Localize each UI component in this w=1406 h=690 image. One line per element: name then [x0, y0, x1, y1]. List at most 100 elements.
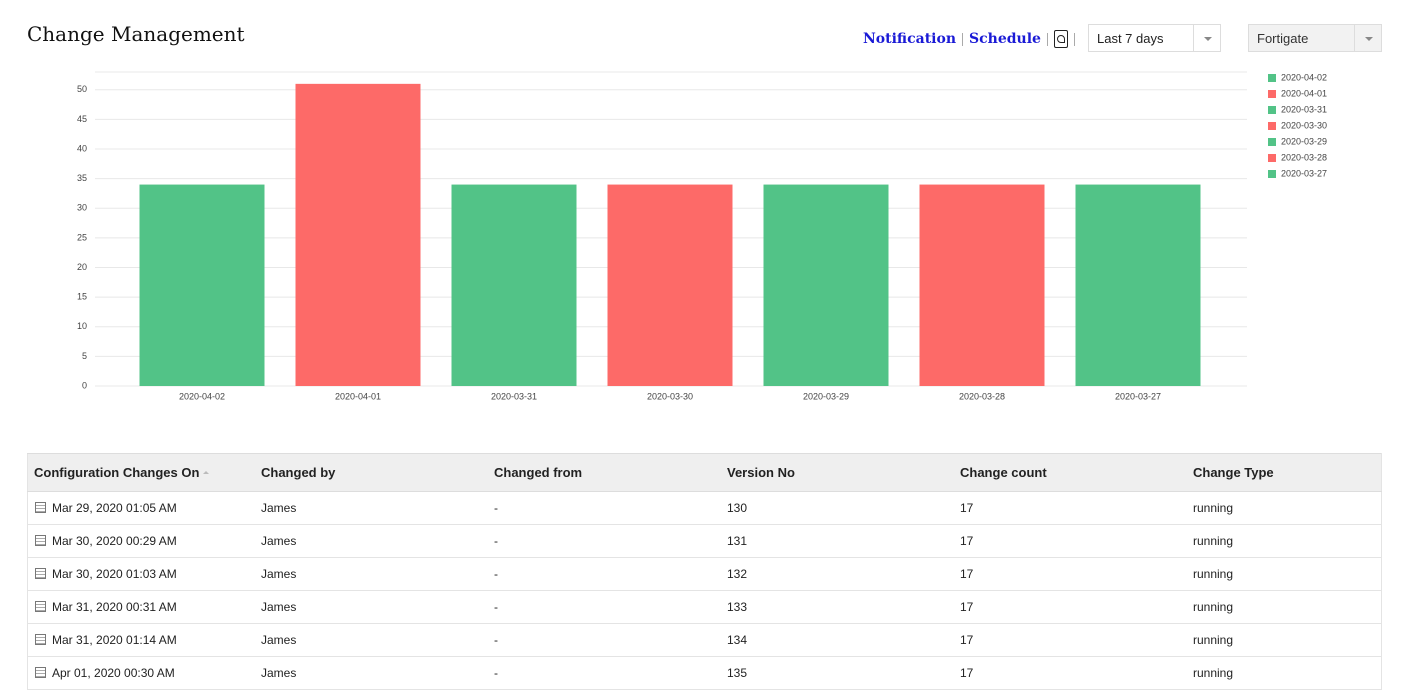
- column-header[interactable]: Configuration Changes On: [27, 453, 255, 492]
- bar: [451, 184, 577, 386]
- config-icon: [35, 667, 46, 678]
- cell-text: 17: [960, 567, 974, 581]
- y-tick-label: 15: [77, 292, 87, 302]
- legend-swatch: [1268, 122, 1276, 130]
- legend-swatch: [1268, 138, 1276, 146]
- legend-swatch: [1268, 106, 1276, 114]
- cell-text: Mar 29, 2020 01:05 AM: [52, 501, 177, 515]
- table-cell: 17: [954, 491, 1187, 525]
- table-cell: running: [1187, 590, 1382, 624]
- table-cell: running: [1187, 524, 1382, 558]
- table-cell: -: [488, 557, 721, 591]
- table-row: Mar 30, 2020 00:29 AM James - 131 17 running: [27, 524, 1382, 558]
- column-title: Configuration Changes On: [34, 465, 200, 480]
- table-cell: Mar 30, 2020 01:03 AM: [27, 557, 255, 591]
- cell-text: Mar 31, 2020 01:14 AM: [52, 633, 177, 647]
- period-value: Last 7 days: [1097, 31, 1164, 46]
- bar: [607, 184, 733, 386]
- notification-link[interactable]: Notification: [863, 32, 963, 46]
- table-cell: Mar 29, 2020 01:05 AM: [27, 491, 255, 525]
- cell-text: James: [261, 567, 297, 581]
- pdf-export[interactable]: [1053, 30, 1068, 48]
- column-header: Change count: [954, 453, 1187, 492]
- y-tick-label: 20: [77, 262, 87, 272]
- cell-text: Mar 30, 2020 01:03 AM: [52, 567, 177, 581]
- cell-text: James: [261, 666, 297, 680]
- x-tick-label: 2020-03-27: [1115, 391, 1161, 401]
- table-cell: James: [255, 623, 488, 657]
- table-cell: James: [255, 656, 488, 690]
- table-row: Mar 29, 2020 01:05 AM James - 130 17 running: [27, 491, 1382, 525]
- table-row: Apr 01, 2020 00:30 AM James - 135 17 running: [27, 656, 1382, 690]
- column-title: Changed by: [261, 465, 336, 480]
- table-cell: Mar 31, 2020 00:31 AM: [27, 590, 255, 624]
- cell-text: running: [1193, 633, 1234, 647]
- cell-text: 132: [727, 567, 748, 581]
- cell-text: -: [494, 501, 498, 515]
- cell-text: running: [1193, 666, 1234, 680]
- table-cell: 131: [721, 524, 954, 558]
- cell-text: 135: [727, 666, 748, 680]
- legend-swatch: [1268, 90, 1276, 98]
- x-tick-label: 2020-04-02: [179, 391, 225, 401]
- column-header: Version No: [721, 453, 954, 492]
- cell-text: running: [1193, 501, 1234, 515]
- table-cell: -: [488, 623, 721, 657]
- config-icon: [35, 601, 46, 612]
- y-tick-label: 50: [77, 84, 87, 94]
- table-cell: -: [488, 491, 721, 525]
- table-cell: running: [1187, 491, 1382, 525]
- separator: [1073, 32, 1075, 46]
- table-row: Mar 31, 2020 00:31 AM James - 133 17 running: [27, 590, 1382, 624]
- x-tick-label: 2020-03-31: [491, 391, 537, 401]
- table-cell: running: [1187, 623, 1382, 657]
- table-cell: 132: [721, 557, 954, 591]
- table-cell: James: [255, 557, 488, 591]
- y-tick-label: 35: [77, 173, 87, 183]
- page: {"header": {"title": "Change Management"…: [27, 22, 1382, 690]
- period-select[interactable]: Last 7 days: [1088, 24, 1221, 52]
- toolbar: Notification Schedule: [863, 30, 1075, 48]
- cell-text: 17: [960, 600, 974, 614]
- table-cell: James: [255, 524, 488, 558]
- legend-label: 2020-03-28: [1281, 152, 1327, 162]
- column-title: Change Type: [1193, 465, 1274, 480]
- table-cell: 17: [954, 590, 1187, 624]
- cell-text: -: [494, 567, 498, 581]
- legend-label: 2020-03-27: [1281, 168, 1327, 178]
- cell-text: Mar 30, 2020 00:29 AM: [52, 534, 177, 548]
- cell-text: James: [261, 600, 297, 614]
- table-cell: running: [1187, 656, 1382, 690]
- table-cell: 133: [721, 590, 954, 624]
- config-icon: [35, 502, 46, 513]
- chart: 0 5 10 15 20 25 30 35 40 45 50 2020-04-02 2020-04-01…: [77, 71, 1327, 401]
- column-header: Changed by: [255, 453, 488, 492]
- bar: [295, 83, 421, 386]
- cell-text: 131: [727, 534, 748, 548]
- legend-label: 2020-03-31: [1281, 104, 1327, 114]
- column-header: Change Type: [1187, 453, 1382, 492]
- legend-swatch: [1268, 154, 1276, 162]
- device-select[interactable]: Fortigate: [1248, 24, 1382, 52]
- legend-swatch: [1268, 74, 1276, 82]
- cell-text: James: [261, 633, 297, 647]
- x-tick-label: 2020-03-29: [803, 391, 849, 401]
- page-title: Change Management: [27, 22, 245, 46]
- column-title: Changed from: [494, 465, 583, 480]
- table-cell: 134: [721, 623, 954, 657]
- bar: [1075, 184, 1201, 386]
- config-icon: [35, 535, 46, 546]
- cell-text: 130: [727, 501, 748, 515]
- cell-text: -: [494, 600, 498, 614]
- table-cell: -: [488, 590, 721, 624]
- config-icon: [35, 568, 46, 579]
- table-cell: -: [488, 524, 721, 558]
- cell-text: running: [1193, 567, 1234, 581]
- changes-table: Configuration Changes On Changed by Change…: [27, 453, 1382, 690]
- cell-text: 17: [960, 633, 974, 647]
- schedule-link[interactable]: Schedule: [969, 32, 1048, 46]
- cell-text: 133: [727, 600, 748, 614]
- table-row: Mar 30, 2020 01:03 AM James - 132 17 running: [27, 557, 1382, 591]
- device-value: Fortigate: [1257, 31, 1309, 46]
- cell-text: James: [261, 501, 297, 515]
